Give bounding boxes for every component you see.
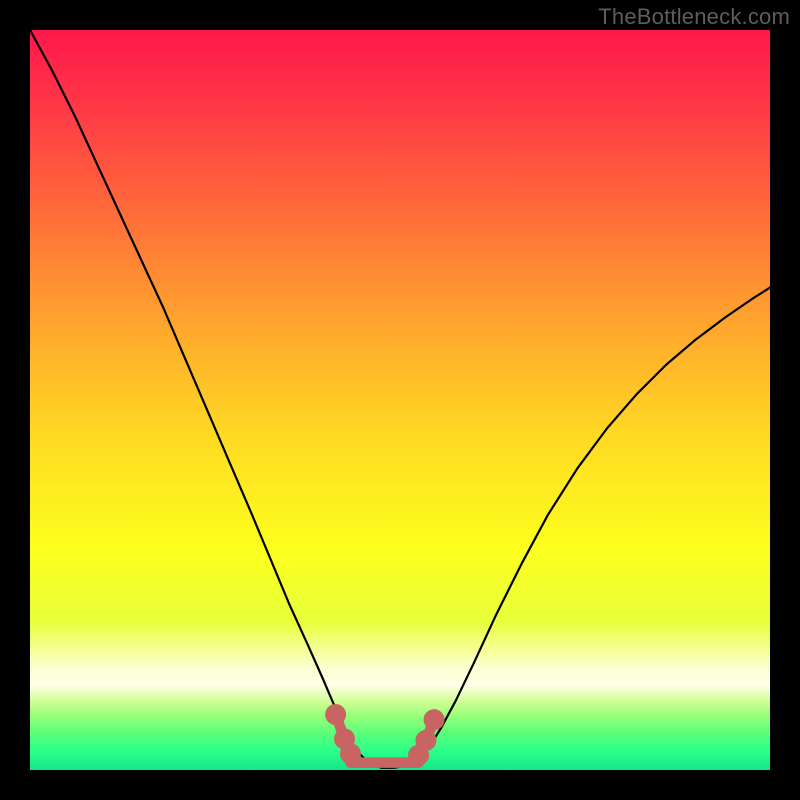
bottleneck-chart	[0, 0, 800, 800]
watermark-text: TheBottleneck.com	[598, 4, 790, 30]
marker-dot	[424, 709, 445, 730]
chart-container: { "watermark": { "text": "TheBottleneck.…	[0, 0, 800, 800]
marker-dot	[325, 704, 346, 725]
marker-dot	[415, 730, 436, 751]
chart-background-gradient	[30, 30, 770, 770]
marker-dot	[340, 743, 361, 764]
